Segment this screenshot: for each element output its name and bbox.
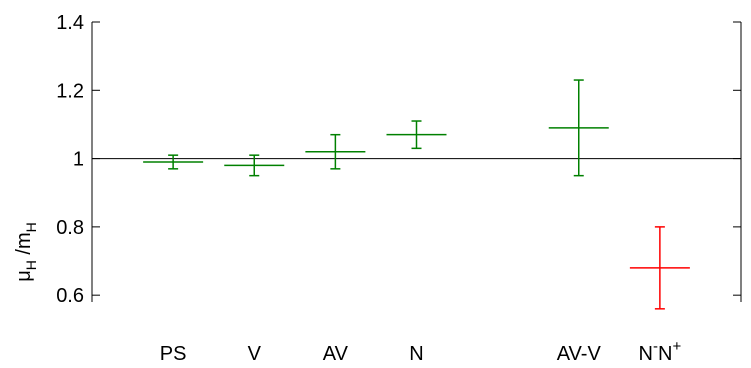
error-cross-n xyxy=(386,120,447,150)
error-cross-v xyxy=(224,154,285,177)
y-tick-label: 1.4 xyxy=(56,12,84,34)
data-marks xyxy=(143,79,690,310)
x-category-label: N-N+ xyxy=(639,338,682,363)
error-cross-av xyxy=(305,133,366,170)
error-cross-n-n- xyxy=(629,226,690,310)
error-cross-ps xyxy=(143,154,204,170)
y-tick-label: 1 xyxy=(73,149,84,171)
ylabel-slash: /m xyxy=(13,232,35,260)
ylabel-mu: μ xyxy=(13,270,35,282)
x-category-labels: PS V AV N AV-V N-N+ xyxy=(160,338,682,365)
x-category-label: AV-V xyxy=(557,343,602,363)
y-tick-label: 1.2 xyxy=(56,80,84,102)
x-category-label: N xyxy=(409,343,423,363)
y-ticks: 0.6 0.8 1 1.2 1.4 xyxy=(56,12,741,307)
x-category-label: PS xyxy=(160,343,187,363)
error-cross-av-v xyxy=(548,79,609,177)
x-category-label: AV xyxy=(323,343,349,363)
x-category-label: V xyxy=(248,343,262,363)
ylabel-mu-sub: H xyxy=(23,260,39,270)
y-tick-label: 0.8 xyxy=(56,217,84,239)
ylabel-m-sub: H xyxy=(23,222,39,232)
y-axis-label: μH /mH xyxy=(13,222,39,282)
y-tick-label: 0.6 xyxy=(56,285,84,307)
